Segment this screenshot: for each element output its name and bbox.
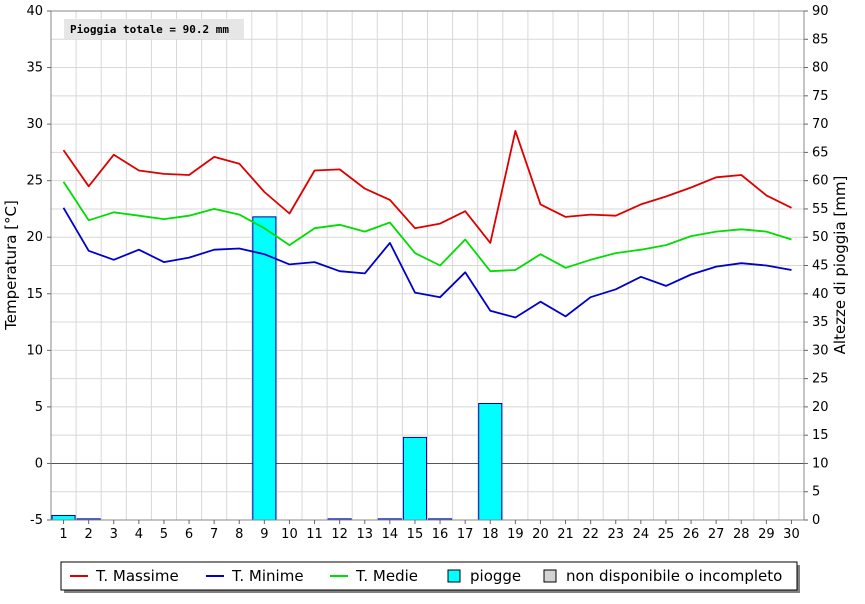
left-axis-ticks: -5 0 5 10 15 20 25 30 35 40 — [26, 4, 51, 528]
y2-tick-label: 60 — [812, 174, 829, 189]
rain-bar — [252, 216, 277, 521]
y2-tick-label: 90 — [812, 4, 829, 19]
rain-bar — [478, 402, 503, 521]
y-tick-label: 5 — [35, 400, 43, 415]
y2-tick-label: 45 — [812, 259, 829, 274]
y2-tick-label: 15 — [812, 428, 829, 443]
legend: T. Massime T. Minime T. Medie piogge non dis… — [60, 561, 800, 593]
y-tick-label: -5 — [30, 513, 43, 528]
x-tick-label: 30 — [783, 527, 800, 542]
x-tick-label: 25 — [658, 527, 675, 542]
y-tick-label: 20 — [26, 230, 43, 245]
x-tick-label: 8 — [235, 527, 243, 542]
legend-swatch-box — [447, 569, 461, 583]
y2-tick-label: 80 — [812, 61, 829, 76]
y2-axis-title: Altezze di pioggia [mm] — [831, 176, 849, 355]
y-axis-title: Temperatura [°C] — [2, 200, 20, 331]
series-line-t-massime — [62, 129, 792, 244]
x-tick-label: 22 — [582, 527, 599, 542]
x-tick-label: 1 — [59, 527, 67, 542]
y2-tick-label: 25 — [812, 372, 829, 387]
series-line-t-medie — [62, 181, 792, 273]
x-tick-label: 18 — [482, 527, 499, 542]
legend-label: T. Minime — [231, 567, 304, 585]
annotation-text: Pioggia totale = 90.2 mm — [70, 23, 229, 36]
rain-bars — [51, 216, 503, 521]
x-tick-label: 27 — [708, 527, 725, 542]
legend-label: T. Massime — [95, 567, 179, 585]
x-tick-label: 14 — [382, 527, 399, 542]
temperature-lines — [62, 129, 792, 319]
y-tick-label: 15 — [26, 287, 43, 302]
rain-total-annotation: Pioggia totale = 90.2 mm — [64, 19, 244, 39]
legend-label: T. Medie — [355, 567, 418, 585]
x-tick-label: 2 — [85, 527, 93, 542]
grid — [51, 10, 804, 521]
annotation-box — [64, 19, 244, 39]
y-tick-label: 25 — [26, 174, 43, 189]
y2-tick-label: 75 — [812, 89, 829, 104]
x-tick-label: 24 — [633, 527, 650, 542]
y2-tick-label: 0 — [812, 513, 820, 528]
y2-tick-label: 85 — [812, 32, 829, 47]
y2-tick-label: 55 — [812, 202, 829, 217]
right-axis-ticks: 0 5 10 15 20 25 30 35 40 45 50 55 60 65 70 75 80 85 90 — [804, 4, 829, 528]
x-tick-label: 19 — [507, 527, 524, 542]
x-tick-label: 26 — [683, 527, 700, 542]
x-tick-label: 11 — [306, 527, 323, 542]
x-tick-label: 15 — [407, 527, 424, 542]
x-tick-label: 16 — [432, 527, 449, 542]
legend-label: non disponibile o incompleto — [566, 567, 782, 585]
x-tick-label: 4 — [135, 527, 143, 542]
legend-label: piogge — [470, 567, 521, 585]
rain-bar — [51, 514, 76, 521]
y2-tick-label: 5 — [812, 485, 820, 500]
x-tick-label: 20 — [532, 527, 549, 542]
y2-tick-label: 40 — [812, 287, 829, 302]
y-tick-label: 0 — [35, 456, 43, 471]
x-axis-ticks: 1 2 3 4 5 6 7 8 9 10 11 12 13 14 15 16 17 18 19 20 21 22 23 24 2… — [59, 520, 800, 542]
x-tick-label: 5 — [160, 527, 168, 542]
x-tick-label: 6 — [185, 527, 193, 542]
series-line-t-minime — [62, 207, 792, 319]
y-tick-label: 10 — [26, 343, 43, 358]
y2-tick-label: 35 — [812, 315, 829, 330]
x-tick-label: 23 — [607, 527, 624, 542]
x-tick-label: 17 — [457, 527, 474, 542]
y2-tick-label: 30 — [812, 343, 829, 358]
y2-tick-label: 20 — [812, 400, 829, 415]
y2-tick-label: 10 — [812, 456, 829, 471]
x-tick-label: 10 — [281, 527, 298, 542]
legend-swatch-box — [543, 569, 557, 583]
y2-tick-label: 65 — [812, 145, 829, 160]
x-tick-label: 29 — [758, 527, 775, 542]
y2-tick-label: 70 — [812, 117, 829, 132]
x-tick-label: 21 — [557, 527, 574, 542]
y2-tick-label: 50 — [812, 230, 829, 245]
x-tick-label: 9 — [260, 527, 268, 542]
legend-box — [60, 561, 798, 591]
y-tick-label: 40 — [26, 4, 43, 19]
y-tick-label: 35 — [26, 61, 43, 76]
x-tick-label: 13 — [356, 527, 373, 542]
rain-bar — [402, 436, 427, 521]
y-tick-label: 30 — [26, 117, 43, 132]
x-tick-label: 3 — [110, 527, 118, 542]
x-tick-label: 7 — [210, 527, 218, 542]
x-tick-label: 12 — [331, 527, 348, 542]
x-tick-label: 28 — [733, 527, 750, 542]
